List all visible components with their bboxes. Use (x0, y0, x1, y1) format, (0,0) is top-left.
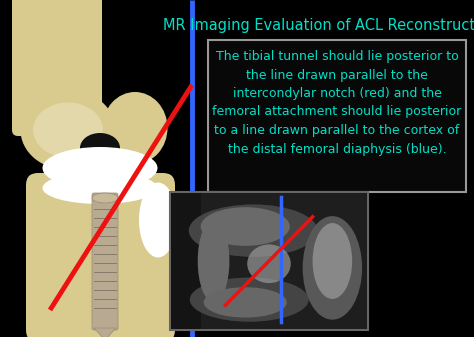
Ellipse shape (43, 147, 157, 189)
Ellipse shape (92, 193, 118, 203)
Ellipse shape (102, 92, 167, 164)
Ellipse shape (40, 310, 140, 337)
Bar (171, 193, 201, 329)
Ellipse shape (247, 244, 291, 283)
Ellipse shape (189, 205, 318, 257)
Ellipse shape (190, 278, 309, 322)
Bar (170, 192, 368, 330)
FancyBboxPatch shape (92, 193, 118, 330)
Ellipse shape (198, 220, 229, 302)
FancyBboxPatch shape (26, 173, 175, 337)
Ellipse shape (80, 133, 120, 163)
Ellipse shape (204, 287, 287, 317)
Text: The tibial tunnel should lie posterior to
the line drawn parallel to the
interco: The tibial tunnel should lie posterior t… (212, 50, 462, 155)
Ellipse shape (312, 223, 352, 299)
Text: MR Imaging Evaluation of ACL Reconstruction: MR Imaging Evaluation of ACL Reconstruct… (163, 18, 474, 33)
Ellipse shape (20, 90, 116, 170)
Bar (208, 40, 466, 192)
Ellipse shape (303, 216, 362, 320)
Ellipse shape (43, 172, 157, 204)
Ellipse shape (201, 207, 290, 246)
Ellipse shape (139, 183, 177, 257)
Bar (171, 193, 367, 329)
Ellipse shape (33, 102, 103, 157)
Polygon shape (94, 328, 116, 337)
FancyBboxPatch shape (12, 0, 102, 136)
